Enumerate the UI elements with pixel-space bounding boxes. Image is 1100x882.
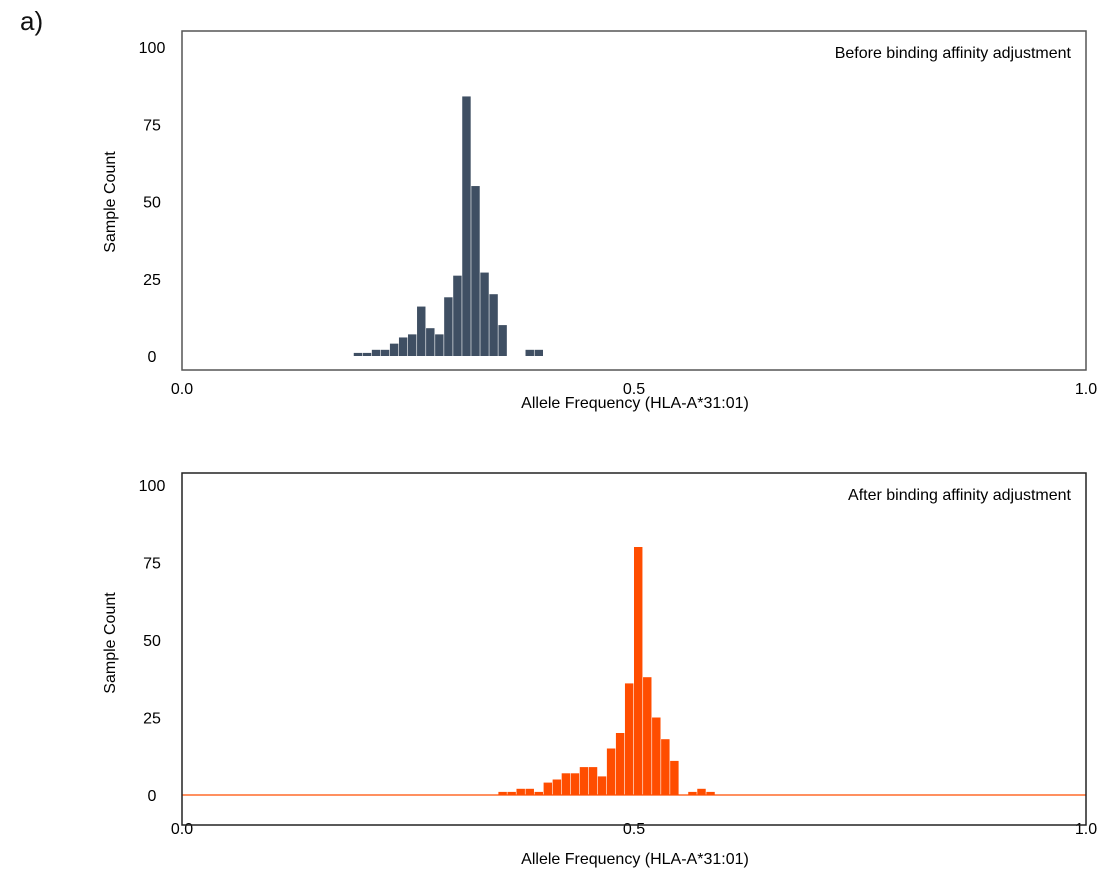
histogram-bar xyxy=(380,349,390,356)
histogram-bar xyxy=(507,791,516,795)
y-tick-label: 75 xyxy=(143,556,161,573)
histogram-bar xyxy=(462,96,471,356)
histogram-bar xyxy=(552,779,562,795)
histogram-bar xyxy=(489,294,498,356)
x-tick-label: 0.5 xyxy=(623,821,645,838)
histogram-bar xyxy=(643,677,652,795)
plot-frame xyxy=(181,30,1087,371)
bars-group xyxy=(353,96,543,356)
y-tick-label: 50 xyxy=(143,195,161,212)
histogram-bar xyxy=(498,325,507,356)
panel-label: a) xyxy=(20,6,44,36)
histogram-bar xyxy=(398,337,408,356)
histogram-bar xyxy=(597,776,607,795)
histogram-bar xyxy=(444,297,453,356)
histogram-bar xyxy=(706,791,715,795)
y-axis-label: Sample Count xyxy=(102,151,119,253)
histogram-bar xyxy=(697,788,706,795)
histogram-bar xyxy=(652,717,661,795)
histogram-bar xyxy=(389,343,399,356)
histogram-bar xyxy=(480,272,489,356)
y-tick-label: 0 xyxy=(148,349,157,366)
histogram-bar xyxy=(688,791,697,795)
histogram-bar xyxy=(561,773,571,795)
chart-title: After binding affinity adjustment xyxy=(848,487,1072,504)
histogram-after: Sample Count Allele Frequency (HLA-A*31:… xyxy=(102,472,1097,868)
histogram-bar xyxy=(371,349,381,356)
plot-frame xyxy=(181,472,1087,826)
histogram-bar xyxy=(588,767,598,795)
y-tick-label: 25 xyxy=(143,272,161,289)
histogram-bar xyxy=(570,773,580,795)
histogram-bar xyxy=(624,683,634,795)
histogram-bar xyxy=(353,352,363,356)
histogram-bar xyxy=(408,334,417,356)
y-tick-label: 0 xyxy=(148,788,157,805)
y-tick-label: 25 xyxy=(143,711,161,728)
bars-group xyxy=(182,547,1086,796)
histogram-bar xyxy=(543,782,553,795)
histogram-bar xyxy=(471,186,480,356)
histogram-bar xyxy=(661,739,670,795)
x-axis-label: Allele Frequency (HLA-A*31:01) xyxy=(521,851,749,868)
histogram-bar xyxy=(498,791,507,795)
y-tick-label: 100 xyxy=(139,478,166,495)
x-tick-label: 0.5 xyxy=(623,381,645,398)
x-axis-label: Allele Frequency (HLA-A*31:01) xyxy=(521,395,749,412)
histogram-bar xyxy=(615,733,625,795)
y-tick-label: 100 xyxy=(139,40,166,57)
chart-title: Before binding affinity adjustment xyxy=(835,45,1072,62)
histogram-before: Sample Count Allele Frequency (HLA-A*31:… xyxy=(102,30,1098,412)
histogram-bar xyxy=(579,767,589,795)
histogram-bar xyxy=(362,352,372,356)
y-tick-label: 50 xyxy=(143,633,161,650)
histogram-bar xyxy=(453,275,462,356)
histogram-bar xyxy=(670,760,679,795)
histogram-bar xyxy=(525,349,534,356)
histogram-bar xyxy=(534,791,543,795)
y-tick-label: 75 xyxy=(143,117,161,134)
histogram-bar xyxy=(426,328,435,356)
x-tick-label: 1.0 xyxy=(1075,381,1097,398)
histogram-bar xyxy=(516,788,525,795)
histogram-bar xyxy=(417,306,426,356)
histogram-bar xyxy=(534,349,543,356)
x-tick-label: 0.0 xyxy=(171,381,193,398)
histogram-bar xyxy=(435,334,444,356)
y-axis-label: Sample Count xyxy=(102,592,119,694)
histogram-bar xyxy=(525,788,534,795)
histogram-bar xyxy=(606,748,616,795)
ticks-group: 0 25 50 75 100 0.0 0.5 1.0 xyxy=(139,40,1098,398)
histogram-bar xyxy=(634,547,643,795)
